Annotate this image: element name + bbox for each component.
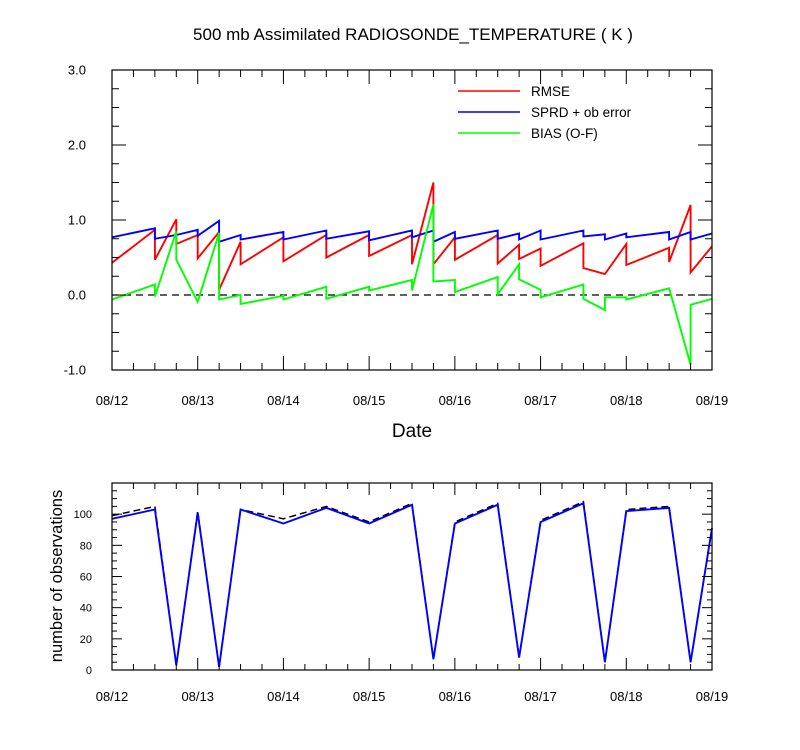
observations-dashed-line — [111, 500, 713, 668]
y-tick-label: 80 — [80, 540, 92, 552]
rmse-line — [111, 182, 713, 291]
y-tick-label: 2.0 — [68, 138, 86, 153]
top-chart-x-axis-label: Date — [392, 421, 432, 442]
x-tick-label: 08/14 — [267, 689, 300, 704]
top-chart-legend: RMSE SPRD + ob error BIAS (O-F) — [458, 84, 632, 141]
x-tick-label: 08/16 — [439, 393, 472, 408]
bottom-chart-ticks — [111, 482, 713, 671]
x-tick-label: 08/15 — [353, 689, 386, 704]
top-chart: 500 mb Assimilated RADIOSONDE_TEMPERATUR… — [64, 25, 729, 442]
bottom-chart-x-tick-labels: 08/12 08/13 08/14 08/15 08/16 08/17 08/18 08/19 — [96, 689, 729, 704]
top-chart-y-tick-labels: -1.0 0.0 1.0 2.0 3.0 — [64, 63, 86, 378]
y-tick-label: 40 — [80, 603, 92, 615]
x-tick-label: 08/19 — [696, 393, 729, 408]
x-tick-label: 08/16 — [439, 689, 472, 704]
x-tick-label: 08/13 — [181, 689, 214, 704]
x-tick-label: 08/18 — [610, 393, 643, 408]
y-tick-label: 0 — [86, 665, 92, 677]
x-tick-label: 08/15 — [353, 393, 386, 408]
y-tick-label: 1.0 — [68, 213, 86, 228]
y-tick-label: 3.0 — [68, 63, 86, 78]
y-tick-label: 20 — [80, 634, 92, 646]
bottom-chart-series — [111, 500, 713, 668]
bias-o-f-line — [111, 204, 713, 366]
x-tick-label: 08/12 — [96, 393, 129, 408]
legend-label-bias: BIAS (O-F) — [531, 126, 598, 141]
legend-label-rmse: RMSE — [531, 84, 570, 99]
y-tick-label: 0.0 — [68, 288, 86, 303]
y-tick-label: 100 — [74, 509, 92, 521]
x-tick-label: 08/17 — [524, 689, 557, 704]
top-chart-series — [111, 182, 713, 366]
x-tick-label: 08/17 — [524, 393, 557, 408]
bottom-chart: 08/12 08/13 08/14 08/15 08/16 08/17 08/18 08/19… — [48, 482, 729, 704]
top-chart-title: 500 mb Assimilated RADIOSONDE_TEMPERATUR… — [193, 25, 633, 44]
bottom-chart-y-tick-labels: 0 20 40 60 80 100 — [74, 509, 92, 677]
observations-line — [111, 501, 713, 668]
x-tick-label: 08/12 — [96, 689, 129, 704]
top-chart-ticks — [111, 69, 713, 371]
bottom-chart-y-axis-label: number of observations — [48, 490, 66, 662]
x-tick-label: 08/14 — [267, 393, 300, 408]
legend-label-sprd: SPRD + ob error — [531, 105, 632, 120]
y-tick-label: -1.0 — [64, 363, 86, 378]
x-tick-label: 08/13 — [181, 393, 214, 408]
x-tick-label: 08/19 — [696, 689, 729, 704]
x-tick-label: 08/18 — [610, 689, 643, 704]
top-chart-x-tick-labels: 08/12 08/13 08/14 08/15 08/16 08/17 08/18 08/19 — [96, 393, 729, 408]
y-tick-label: 60 — [80, 572, 92, 584]
